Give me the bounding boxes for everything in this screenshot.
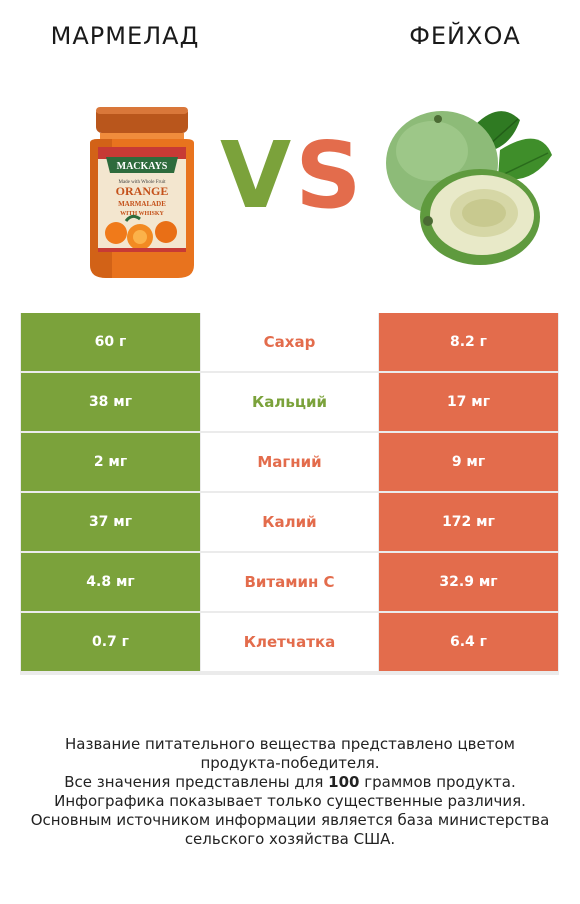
table-row: 4.8 мг Витамин C 32.9 мг (20, 553, 559, 611)
footer-line-3-c: граммов продукта. (359, 773, 516, 791)
nutrient-name: Магний (201, 433, 378, 491)
right-value: 6.4 г (379, 613, 558, 671)
left-product-title: МАРМЕЛАД (50, 22, 200, 50)
footer-line-4: Инфографика показывает только существенн… (54, 792, 526, 810)
left-value: 60 г (21, 313, 200, 371)
left-value: 2 мг (21, 433, 200, 491)
right-value: 32.9 мг (379, 553, 558, 611)
table-row: 2 мг Магний 9 мг (20, 433, 559, 491)
right-product-title: ФЕЙХОА (409, 22, 521, 50)
table-row: 37 мг Калий 172 мг (20, 493, 559, 551)
table-row: 60 г Сахар 8.2 г (20, 313, 559, 371)
left-value: 0.7 г (21, 613, 200, 671)
nutrient-name: Калий (201, 493, 378, 551)
left-value: 38 мг (21, 373, 200, 431)
footer-notes: Название питательного вещества представл… (0, 735, 580, 849)
vs-letter-s: S (295, 122, 366, 229)
right-value: 8.2 г (379, 313, 558, 371)
jar-line3-text: WITH WHISKY (120, 211, 164, 217)
footer-line-1: Название питательного вещества представл… (65, 735, 515, 753)
nutrient-name: Клетчатка (201, 613, 378, 671)
left-value: 4.8 мг (21, 553, 200, 611)
marmalade-jar-image: MACKAYS Made with Whole Fruit ORANGE MAR… (90, 107, 194, 278)
comparison-table: 60 г Сахар 8.2 г 38 мг Кальций 17 мг 2 м… (20, 313, 559, 675)
jar-line1-text: ORANGE (116, 184, 169, 198)
vs-letter-v: V (220, 122, 296, 229)
footer-line-5: Основным источником информации является … (30, 811, 550, 829)
footer-line-3: Все значения представлены для 100 граммо… (0, 773, 580, 792)
nutrient-name: Кальций (201, 373, 378, 431)
jar-line2-text: MARMALADE (118, 200, 166, 208)
nutrient-name: Сахар (201, 313, 378, 371)
right-value: 172 мг (379, 493, 558, 551)
footer-line-6: сельского хозяйства США. (184, 830, 396, 848)
left-value: 37 мг (21, 493, 200, 551)
feijoa-image (386, 111, 552, 265)
versus-label: VS (220, 130, 361, 222)
footer-line-3-b: 100 (328, 773, 360, 791)
footer-line-2: продукта-победителя. (200, 754, 380, 772)
right-value: 17 мг (379, 373, 558, 431)
table-row: 38 мг Кальций 17 мг (20, 373, 559, 431)
right-value: 9 мг (379, 433, 558, 491)
jar-tagline-text: Made with Whole Fruit (119, 180, 167, 185)
jar-brand-text: MACKAYS (117, 161, 168, 172)
footer-line-3-a: Все значения представлены для (64, 773, 329, 791)
nutrient-name: Витамин C (201, 553, 378, 611)
table-row: 0.7 г Клетчатка 6.4 г (20, 613, 559, 671)
